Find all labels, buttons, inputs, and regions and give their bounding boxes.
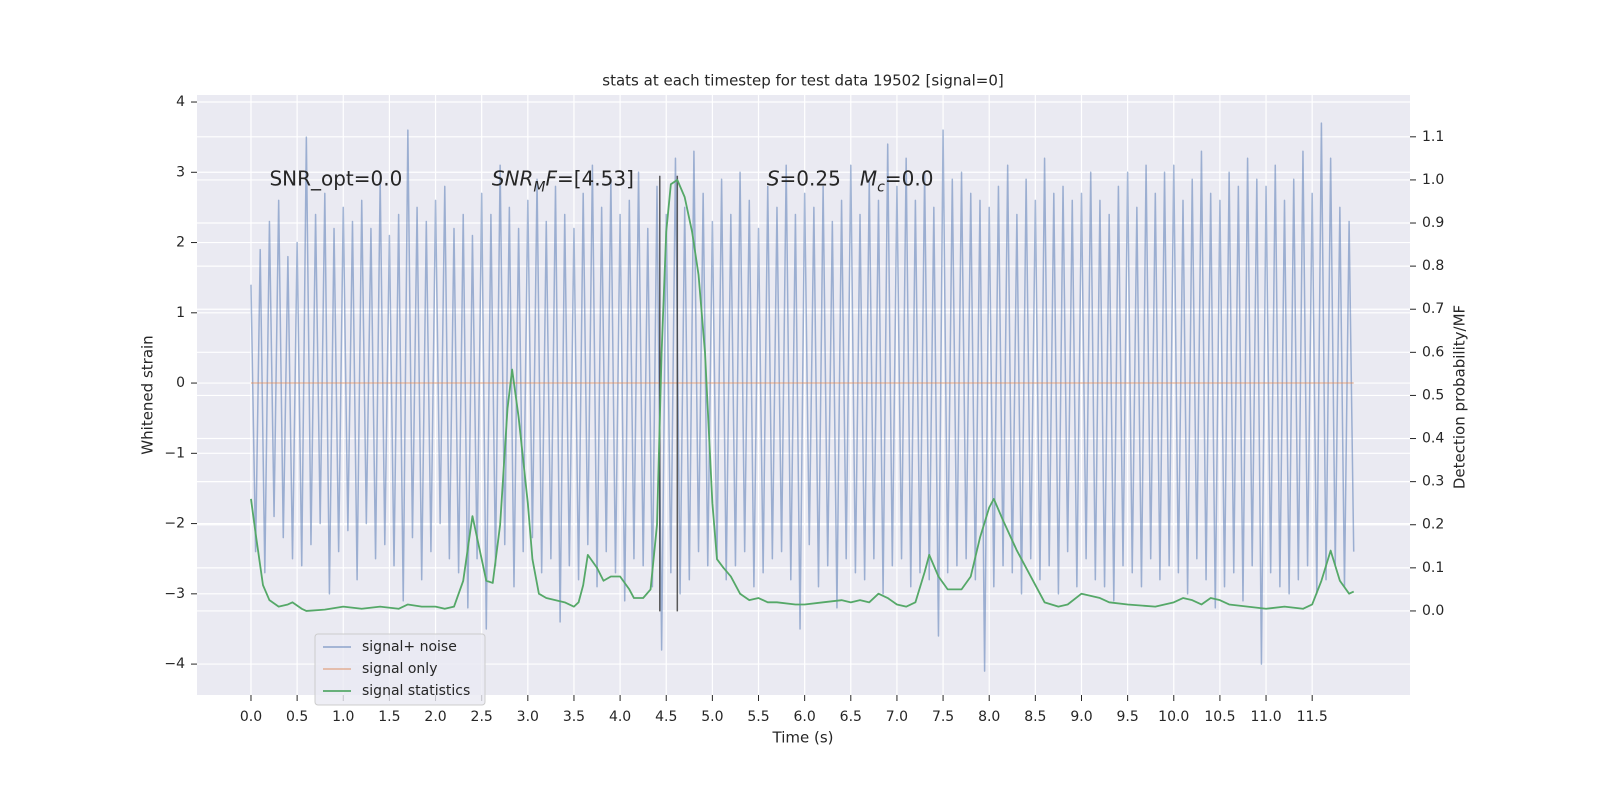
- y-tick-label: −1: [164, 445, 185, 461]
- y2-axis-label: Detection probability/MF: [1451, 305, 1469, 489]
- y-tick-label: 4: [176, 94, 185, 110]
- y2-tick-label: 1.0: [1422, 172, 1444, 188]
- annotation-part: =0.25: [780, 166, 860, 190]
- x-tick-label: 6.0: [794, 709, 816, 725]
- x-tick-label: 4.5: [655, 709, 677, 725]
- x-tick-label: 1.5: [378, 709, 400, 725]
- y2-tick-label: 0.9: [1422, 215, 1444, 231]
- series-line: [250, 122, 1355, 672]
- x-tick-label: 9.0: [1070, 709, 1092, 725]
- series-line: [250, 179, 1355, 612]
- y-tick-label: 1: [176, 305, 185, 321]
- annotation-part: F: [545, 166, 557, 190]
- x-tick-label: 2.0: [424, 709, 446, 725]
- legend-label: signal statistics: [362, 683, 470, 699]
- x-tick-label: 0.0: [240, 709, 262, 725]
- legend-label: signal only: [362, 661, 437, 677]
- y-tick-label: 0: [176, 375, 185, 391]
- y2-tick-label: 0.0: [1422, 603, 1444, 619]
- annotation-part: M: [533, 179, 545, 195]
- y2-tick-label: 0.3: [1422, 474, 1444, 490]
- x-tick-label: 11.0: [1250, 709, 1281, 725]
- annotation: SNRMF=[4.53]: [492, 166, 634, 196]
- x-tick-label: 9.5: [1116, 709, 1138, 725]
- x-tick-label: 10.5: [1204, 709, 1235, 725]
- y2-tick-label: 0.5: [1422, 387, 1444, 403]
- x-tick-label: 0.5: [286, 709, 308, 725]
- y-axis-label: Whitened strain: [139, 335, 157, 454]
- x-tick-label: 8.5: [1024, 709, 1046, 725]
- x-tick-label: 4.0: [609, 709, 631, 725]
- annotation: S=0.25 Mc=0.0: [767, 166, 934, 196]
- y-tick-label: 2: [176, 235, 185, 251]
- x-tick-label: 5.0: [701, 709, 723, 725]
- y2-tick-label: 0.1: [1422, 560, 1444, 576]
- y2-tick-label: 0.7: [1422, 301, 1444, 317]
- annotation-part: =[4.53]: [557, 166, 634, 190]
- x-tick-label: 3.5: [563, 709, 585, 725]
- x-tick-label: 10.0: [1158, 709, 1189, 725]
- annotation-part: S: [767, 166, 780, 190]
- annotation-part: M: [860, 166, 877, 190]
- y2-tick-label: 0.2: [1422, 517, 1444, 533]
- y2-tick-label: 0.4: [1422, 431, 1444, 447]
- x-tick-label: 3.0: [517, 709, 539, 725]
- x-tick-label: 5.5: [747, 709, 769, 725]
- annotation-part: c: [877, 179, 885, 195]
- y2-tick-label: 1.1: [1422, 129, 1444, 145]
- x-tick-label: 6.5: [840, 709, 862, 725]
- y2-tick-label: 0.6: [1422, 344, 1444, 360]
- x-tick-label: 7.5: [932, 709, 954, 725]
- x-tick-label: 1.0: [332, 709, 354, 725]
- x-tick-label: 8.0: [978, 709, 1000, 725]
- annotation-part: SNR: [492, 166, 534, 190]
- x-axis-label: Time (s): [772, 729, 834, 747]
- annotation-part: SNR_opt=0.0: [269, 166, 402, 190]
- x-tick-label: 2.5: [471, 709, 493, 725]
- legend-box: [314, 633, 486, 706]
- x-tick-label: 11.5: [1297, 709, 1328, 725]
- y-tick-label: −4: [164, 656, 185, 672]
- y2-tick-label: 0.8: [1422, 258, 1444, 274]
- annotation: SNR_opt=0.0: [269, 166, 402, 190]
- x-tick-label: 7.0: [886, 709, 908, 725]
- annotation-part: =0.0: [885, 166, 934, 190]
- y-tick-label: 3: [176, 164, 185, 180]
- legend-label: signal+ noise: [362, 639, 457, 655]
- y-tick-label: −2: [164, 516, 185, 532]
- y-tick-label: −3: [164, 586, 185, 602]
- chart-title: stats at each timestep for test data 195…: [602, 72, 1003, 90]
